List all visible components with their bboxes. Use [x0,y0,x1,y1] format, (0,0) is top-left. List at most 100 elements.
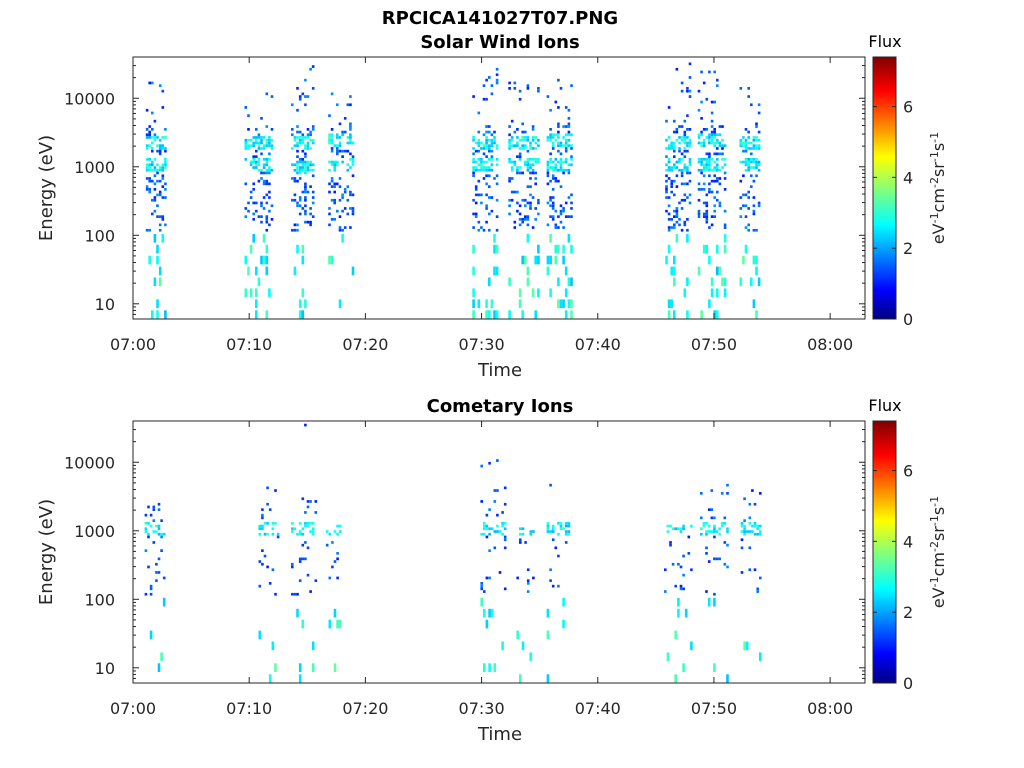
flux-cell [713,215,716,218]
flux-cell [713,144,716,147]
flux-cell [751,489,754,492]
flux-cell [669,541,672,544]
flux-cell [508,158,511,161]
flux-cell [158,179,162,183]
flux-cell [330,179,334,183]
colorbar-title: Flux [868,396,901,415]
flux-cell [490,196,494,199]
flux-cell [496,489,499,492]
flux-cell [152,508,156,511]
flux-cell [551,218,555,221]
flux-cell [752,196,756,199]
flux-cell [723,233,727,243]
flux-cell [258,630,262,640]
flux-cell [526,568,530,572]
flux-cell [249,196,253,199]
flux-cell [496,459,499,462]
flux-cell [336,147,339,150]
flux-cell [328,182,331,186]
flux-cell [715,557,719,561]
flux-cell [262,144,266,147]
flux-cell [330,147,334,150]
flux-cell [306,128,310,131]
flux-cell [740,522,744,525]
flux-cell [155,530,158,533]
flux-cell [311,527,315,531]
flux-cell [262,179,266,183]
flux-cell [156,144,159,147]
flux-cell [291,128,294,131]
flux-cell [531,168,535,172]
flux-cell [480,160,483,164]
flux-cell [291,198,294,202]
flux-cell [472,266,475,276]
flux-cell [752,204,756,208]
flux-cell [697,215,701,218]
flux-cell [488,549,491,552]
flux-cell [298,158,302,161]
flux-cell [567,277,571,287]
flux-cell [697,89,701,93]
flux-cell [707,530,711,533]
flux-cell [145,177,149,180]
flux-cell [516,171,519,175]
flux-cell [298,663,302,672]
flux-cell [673,141,676,145]
flux-cell [526,201,530,205]
flux-cell [673,193,676,197]
flux-cell [513,130,517,134]
flux-cell [739,87,743,90]
flux-cell [247,201,250,205]
flux-cell [306,168,310,172]
flux-cell [721,277,724,287]
flux-cell [296,223,299,227]
flux-cell [682,527,685,531]
flux-cell [756,532,759,536]
flux-cell [564,147,568,150]
flux-cell [526,149,530,153]
flux-cell [745,530,749,533]
flux-cell [526,185,530,188]
colorbar-tick-label: 4 [903,168,913,187]
flux-cell [147,522,150,525]
flux-cell [747,207,750,210]
x-tick-label: 07:00 [110,335,156,354]
flux-cell [255,160,258,164]
flux-cell [482,168,486,172]
flux-cell [482,144,486,147]
flux-cell [537,288,540,298]
flux-cell [261,513,264,517]
flux-cell [338,299,342,309]
flux-cell [268,152,271,156]
flux-cell [472,147,475,150]
flux-cell [164,310,167,319]
flux-cell [688,163,692,167]
flux-cell [549,128,552,131]
flux-cell [161,185,165,188]
flux-cell [513,87,517,90]
flux-cell [501,532,504,536]
flux-cell [564,310,568,319]
flux-cell [265,244,269,254]
flux-cell [752,138,756,142]
flux-cell [311,65,315,68]
flux-cell [496,513,499,517]
flux-cell [680,89,684,93]
flux-cell [503,502,507,506]
flux-cell [268,144,271,147]
flux-cell [304,103,307,107]
flux-cell [271,532,275,536]
flux-cell [271,568,275,572]
flux-cell [268,166,271,169]
flux-cell [757,147,761,150]
flux-cell [549,483,552,487]
flux-cell [258,524,262,528]
flux-cell [667,299,671,309]
flux-cell [753,524,757,528]
flux-cell [336,103,339,107]
y-tick-label: 1000 [74,158,115,177]
flux-cell [311,215,315,218]
flux-cell [516,201,519,205]
flux-cell [526,233,530,243]
flux-cell [261,524,264,528]
